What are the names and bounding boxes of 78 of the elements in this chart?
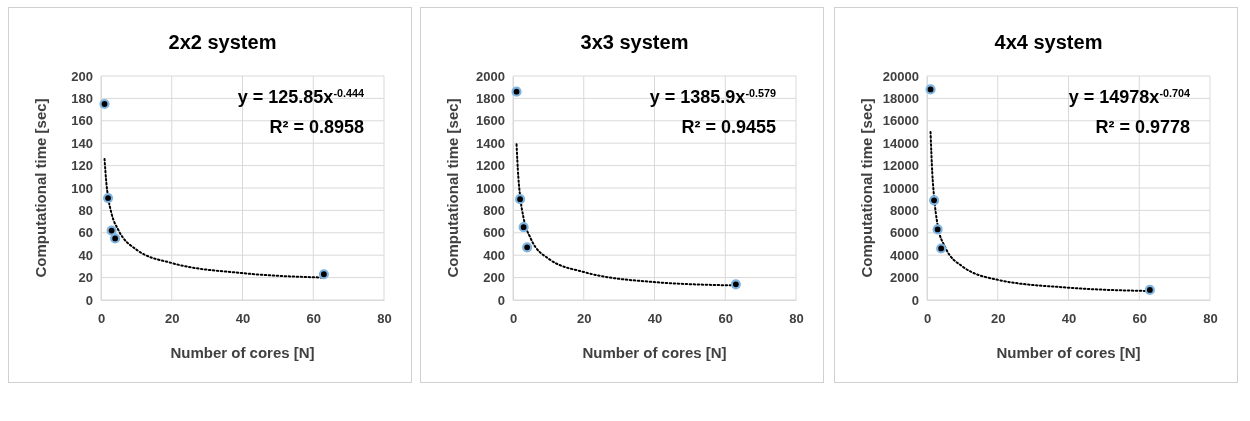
y-tick-label: 160 — [71, 113, 93, 129]
x-tick-label: 40 — [235, 311, 251, 327]
x-tick-label: 80 — [1203, 311, 1218, 327]
y-tick-label: 1200 — [476, 158, 505, 174]
x-axis-title: Number of cores [N] — [996, 344, 1141, 361]
point — [1144, 284, 1155, 295]
point — [730, 279, 741, 290]
y-tick-label: 80 — [78, 203, 93, 219]
annotation: R² = 0.8958 — [269, 117, 364, 137]
y-tick-label: 12000 — [882, 158, 919, 174]
x-tick-label: 20 — [577, 311, 592, 327]
point — [936, 243, 947, 254]
annotation: R² = 0.9778 — [1095, 117, 1190, 137]
y-tick-label: 0 — [911, 292, 919, 308]
y-tick-label: 1400 — [476, 135, 505, 151]
y-tick-label: 180 — [71, 91, 93, 107]
point — [514, 194, 526, 205]
x-tick-label: 60 — [718, 311, 733, 327]
y-axis-title: Computational time [sec] — [858, 98, 875, 278]
y-tick-label: 140 — [71, 135, 93, 151]
y-tick-label: 100 — [71, 180, 93, 196]
y-tick-label: 4000 — [890, 247, 919, 263]
point — [99, 98, 110, 110]
x-tick-label: 60 — [306, 311, 321, 327]
y-tick-label: 8000 — [890, 203, 919, 219]
y-tick-label: 200 — [483, 270, 505, 286]
chart-title: 3x3 system — [580, 31, 689, 53]
y-axis-title: Computational time [sec] — [32, 98, 49, 278]
y-tick-label: 1600 — [476, 113, 505, 129]
y-tick-label: 14000 — [882, 135, 919, 151]
y-tick-label: 120 — [71, 158, 93, 174]
y-tick-label: 6000 — [890, 225, 919, 241]
point — [928, 195, 940, 206]
point — [102, 193, 114, 204]
x-tick-label: 60 — [1132, 311, 1147, 327]
y-tick-label: 400 — [483, 247, 505, 263]
y-tick-label: 0 — [85, 292, 93, 308]
y-axis-title: Computational time [sec] — [444, 98, 461, 278]
y-tick-label: 200 — [71, 68, 93, 84]
y-tick-label: 40 — [78, 247, 93, 263]
x-tick-label: 0 — [509, 311, 518, 327]
y-tick-label: 60 — [78, 225, 93, 241]
y-tick-label: 1800 — [476, 91, 505, 107]
x-tick-label: 0 — [97, 311, 106, 327]
y-tick-label: 600 — [483, 225, 505, 241]
annotation: y = 125.85x$^{-0.444}$ — [237, 87, 364, 107]
x-tick-label: 80 — [789, 311, 804, 327]
x-tick-label: 80 — [377, 311, 392, 327]
y-tick-label: 2000 — [890, 270, 919, 286]
y-tick-label: 0 — [497, 292, 505, 308]
x-tick-label: 40 — [647, 311, 663, 327]
point — [106, 225, 117, 236]
y-tick-label: 800 — [483, 203, 505, 219]
chart-title: 4x4 system — [994, 31, 1103, 53]
y-tick-label: 16000 — [882, 113, 919, 129]
annotation: R² = 0.9455 — [681, 117, 776, 137]
point — [522, 242, 533, 253]
point — [110, 233, 121, 244]
y-tick-label: 10000 — [882, 180, 919, 196]
y-tick-label: 18000 — [882, 91, 919, 107]
point — [932, 224, 943, 235]
annotation: y = 14978x$^{-0.704}$ — [1068, 87, 1190, 107]
x-axis-title: Number of cores [N] — [170, 344, 315, 361]
y-tick-label: 20000 — [882, 68, 919, 84]
y-tick-label: 2000 — [476, 68, 505, 84]
point — [925, 84, 936, 95]
x-tick-label: 20 — [991, 311, 1006, 327]
chart-title: 2x2 system — [168, 31, 277, 53]
x-tick-label: 0 — [923, 311, 932, 327]
point — [511, 86, 522, 97]
y-tick-label: 20 — [78, 270, 93, 286]
x-axis-title: Number of cores [N] — [582, 344, 727, 361]
x-tick-label: 20 — [165, 311, 180, 327]
x-tick-label: 40 — [1061, 311, 1077, 327]
y-tick-label: 1000 — [476, 180, 505, 196]
annotation: y = 1385.9x$^{-0.579}$ — [649, 87, 776, 107]
point — [518, 222, 529, 233]
point — [318, 269, 329, 280]
